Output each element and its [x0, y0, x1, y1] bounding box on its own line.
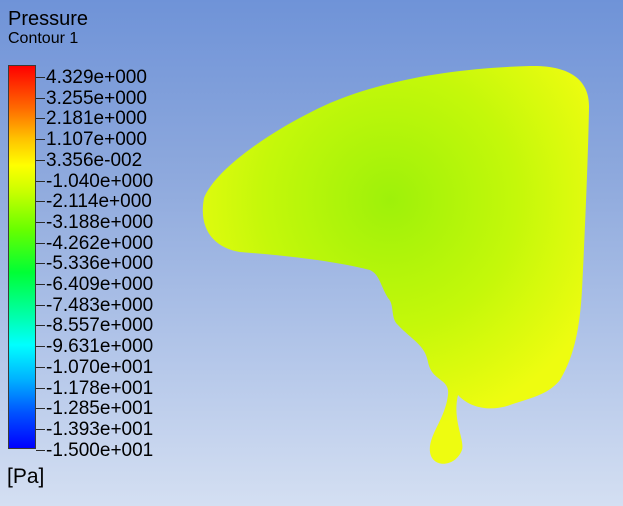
color-scale-tick: [36, 387, 45, 389]
color-scale-tick: [36, 77, 45, 78]
color-scale-tick: [36, 366, 45, 368]
color-scale-tick: [36, 408, 45, 410]
color-scale-tick: [36, 221, 45, 223]
legend-units: [Pa]: [7, 465, 45, 488]
color-scale-bar: [8, 65, 36, 449]
color-scale-label: -1.500e+001: [46, 439, 154, 461]
color-scale-tick: [36, 201, 45, 203]
color-scale-tick: [36, 284, 45, 285]
color-scale-tick: [36, 180, 45, 182]
color-scale-tick: [36, 242, 45, 244]
color-scale-label: -2.114e+000: [46, 191, 152, 213]
color-scale-label: 3.255e+000: [46, 87, 147, 109]
color-scale-tick: [36, 139, 45, 141]
color-scale-tick: [36, 346, 45, 348]
color-scale-label: 1.107e+000: [46, 129, 147, 151]
color-scale-label: -1.070e+001: [46, 356, 154, 378]
color-scale-tick: [36, 159, 45, 161]
legend-title: Pressure: [8, 8, 89, 30]
color-scale-label: -5.336e+000: [46, 253, 154, 275]
color-scale-label: 4.329e+000: [46, 67, 147, 88]
color-scale-label: -8.557e+000: [46, 315, 154, 337]
color-scale-label: -6.409e+000: [46, 274, 154, 295]
color-scale-label: -1.285e+001: [46, 398, 154, 420]
color-scale-label: -9.631e+000: [46, 336, 154, 358]
pressure-contour-shape: [202, 65, 590, 464]
color-scale-label: -1.393e+001: [46, 418, 154, 440]
color-scale-tick: [36, 118, 45, 120]
color-scale-label: -3.188e+000: [46, 211, 154, 233]
color-scale-label: -1.178e+001: [46, 377, 154, 399]
color-scale-label: 2.181e+000: [46, 108, 147, 130]
color-scale-tick: [36, 428, 45, 430]
color-scale-label: 3.356e-002: [46, 149, 143, 171]
legend-subtitle: Contour 1: [8, 30, 79, 47]
color-scale-tick: [36, 263, 45, 265]
color-scale-tick: [36, 304, 45, 306]
color-scale-tick: [36, 97, 45, 99]
color-scale-tick: [36, 449, 45, 451]
color-scale-label: -4.262e+000: [46, 232, 154, 254]
color-scale-tick: [36, 325, 45, 327]
color-scale-label: -1.040e+000: [46, 170, 154, 192]
color-scale-label: -7.483e+000: [46, 294, 154, 316]
